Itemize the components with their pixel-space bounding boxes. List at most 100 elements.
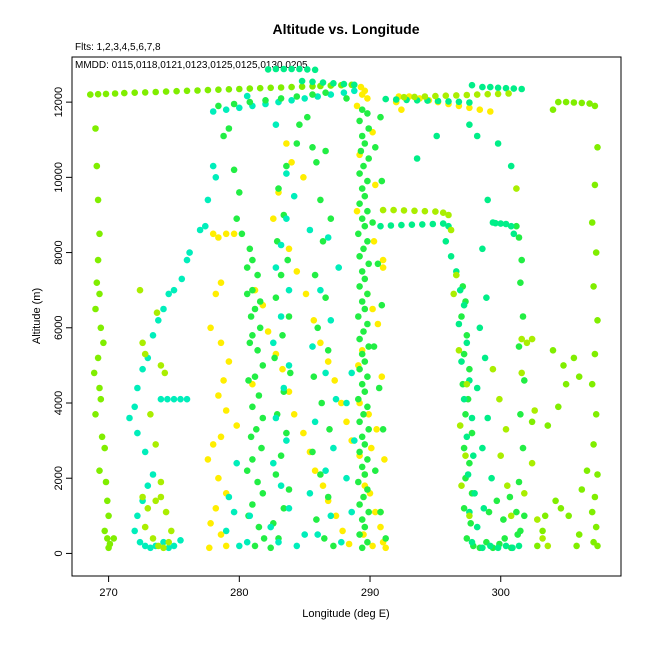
data-point <box>215 392 222 399</box>
data-point <box>586 100 593 107</box>
data-point <box>279 332 286 339</box>
data-point <box>506 493 514 501</box>
data-point <box>455 347 463 354</box>
data-point <box>131 89 138 96</box>
data-point <box>277 95 285 102</box>
data-point <box>476 106 484 113</box>
data-point <box>94 256 102 264</box>
data-point <box>300 174 307 181</box>
data-point <box>285 362 293 369</box>
data-point <box>170 542 178 550</box>
y-tick-label: 8000 <box>53 240 65 264</box>
data-point <box>168 527 175 535</box>
data-point <box>355 395 362 403</box>
data-point <box>458 482 465 490</box>
data-point <box>92 305 99 313</box>
data-point <box>160 544 167 552</box>
data-point <box>592 249 600 256</box>
data-point <box>355 313 362 320</box>
data-point <box>400 93 408 101</box>
data-point <box>353 207 361 215</box>
data-point <box>209 108 217 115</box>
data-point <box>351 81 358 89</box>
data-point <box>155 542 162 550</box>
data-point <box>539 527 546 535</box>
data-point <box>246 98 254 106</box>
data-point <box>534 516 541 523</box>
data-point <box>398 221 405 229</box>
data-point <box>468 429 476 437</box>
x-axis-label: Longitude (deg E) <box>302 608 389 620</box>
data-point <box>378 177 386 185</box>
data-point <box>356 448 363 456</box>
data-point <box>361 140 369 147</box>
data-point <box>521 512 528 520</box>
data-point <box>225 86 233 93</box>
data-point <box>264 328 272 335</box>
data-point <box>206 544 213 552</box>
data-point <box>327 91 335 98</box>
data-point <box>398 106 405 113</box>
data-point <box>515 478 523 486</box>
data-point <box>136 538 144 546</box>
data-point <box>570 354 578 362</box>
data-point <box>453 92 460 99</box>
data-point <box>322 467 329 475</box>
data-point <box>365 411 373 418</box>
data-point <box>460 505 468 512</box>
data-point <box>411 93 418 101</box>
data-point <box>365 343 373 350</box>
data-point <box>256 298 264 305</box>
data-point <box>280 65 288 73</box>
data-point <box>466 512 473 520</box>
data-point <box>285 313 293 320</box>
data-point <box>215 86 222 93</box>
data-point <box>177 537 184 544</box>
data-point <box>288 83 295 91</box>
data-point <box>246 512 254 520</box>
data-point <box>361 358 369 365</box>
data-point <box>575 373 583 381</box>
data-point <box>105 544 112 552</box>
data-point <box>358 91 366 98</box>
data-point <box>121 89 128 97</box>
x-tick-label: 280 <box>230 587 248 599</box>
data-point <box>260 535 268 542</box>
data-point <box>591 181 599 189</box>
data-point <box>288 65 295 73</box>
data-point <box>390 206 397 214</box>
data-point <box>594 144 601 151</box>
data-point <box>309 448 316 456</box>
data-point <box>272 65 280 73</box>
data-point <box>364 486 371 493</box>
data-point <box>304 66 311 73</box>
data-point <box>497 220 505 227</box>
data-point <box>230 508 238 516</box>
data-point <box>468 538 476 546</box>
data-point <box>96 467 103 475</box>
data-point <box>455 320 463 328</box>
data-point <box>152 88 159 96</box>
data-point <box>552 497 559 505</box>
data-point <box>332 512 340 520</box>
data-point <box>249 501 256 508</box>
data-point <box>96 290 103 298</box>
data-point <box>382 95 390 103</box>
data-point <box>517 279 524 287</box>
data-point <box>324 347 332 354</box>
data-point <box>310 373 318 381</box>
data-point <box>144 482 152 490</box>
data-point <box>243 538 251 546</box>
data-point <box>141 542 149 550</box>
data-point <box>377 508 384 516</box>
data-point <box>247 313 255 320</box>
data-point <box>259 414 267 422</box>
data-point <box>590 283 597 290</box>
data-point <box>279 365 286 373</box>
data-point <box>470 452 477 460</box>
data-point <box>592 411 600 418</box>
y-axis: 0 2000 4000 6000 8000 10000 12000 <box>53 87 73 556</box>
data-point <box>238 230 246 238</box>
data-point <box>361 305 369 313</box>
data-point <box>298 83 306 90</box>
